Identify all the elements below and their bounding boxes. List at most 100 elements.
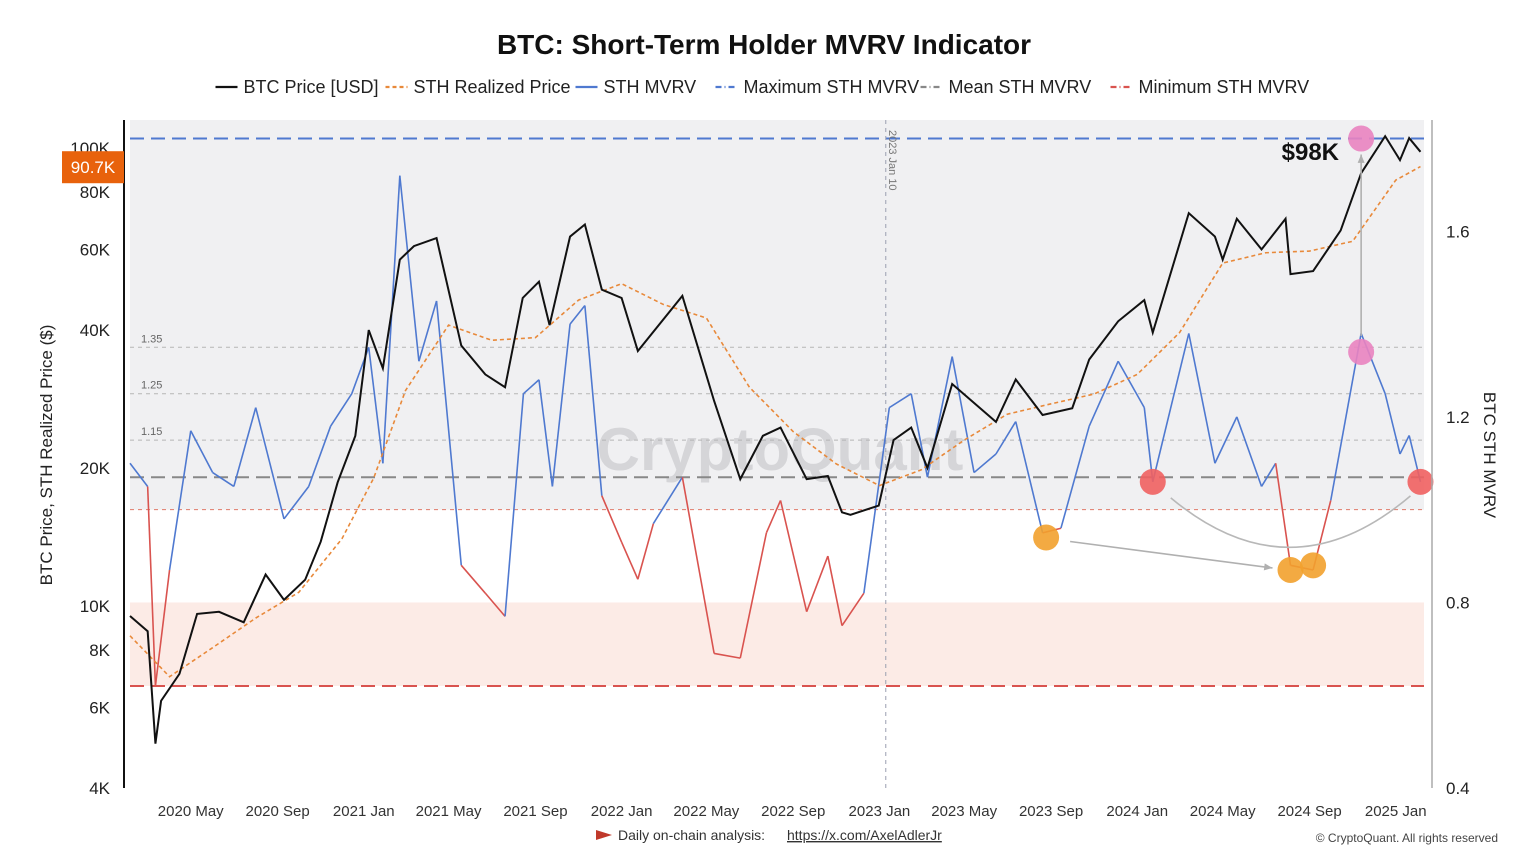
x-tick-label: 2021 Jan — [333, 803, 395, 820]
highlight-marker-2 — [1300, 552, 1327, 579]
sth-mvrv-segment — [973, 453, 997, 474]
x-tick-label: 2024 May — [1190, 803, 1256, 820]
sth-mvrv-segment — [418, 300, 438, 362]
sth-mvrv-segment — [1188, 333, 1216, 464]
sth-mvrv-segment — [584, 305, 603, 496]
x-tick-label: 2024 Sep — [1277, 803, 1341, 820]
sth-mvrv-segment — [1117, 360, 1145, 409]
reference-lines: 1.35 1.25 1.15 2023 Jan 10 — [130, 120, 1424, 788]
sth-mvrv-segment — [1399, 435, 1410, 455]
y-right-tick-label: 0.8 — [1446, 593, 1470, 612]
sth-mvrv-segment — [129, 462, 149, 487]
sth-mvrv-segment — [484, 592, 506, 617]
sth-mvrv-segment — [779, 500, 808, 612]
sth-mvrv-segment — [827, 555, 843, 626]
price-annotation: $98K — [1282, 139, 1340, 166]
x-tick-label: 2021 Sep — [503, 803, 567, 820]
sth-mvrv-segment — [551, 324, 571, 487]
y-left-tick-label: 20K — [80, 459, 111, 478]
y-right-tick-label: 0.4 — [1446, 779, 1470, 798]
sth-mvrv-segment — [652, 476, 684, 525]
axes: 4K6K8K10K20K40K60K80K100K0.40.81.21.6202… — [62, 120, 1470, 820]
sth-mvrv-segment — [620, 541, 639, 580]
legend-item: Maximum STH MVRV — [715, 77, 920, 97]
highlight-marker-6 — [1348, 125, 1375, 152]
reference-line-label: 1.25 — [141, 380, 162, 392]
sth-realized-price-line — [129, 165, 1421, 678]
legend-item: Mean STH MVRV — [920, 77, 1091, 97]
sth-mvrv-segment — [1274, 463, 1292, 566]
y-axis-left-label: BTC Price, STH Realized Price ($) — [37, 325, 56, 586]
btc-price-line — [129, 134, 1422, 744]
y-left-tick-label: 6K — [89, 698, 110, 717]
sth-mvrv-segment — [367, 347, 384, 464]
sth-mvrv-segment — [254, 407, 285, 520]
sth-mvrv-segment — [435, 300, 463, 566]
highlight-marker-1 — [1277, 556, 1304, 583]
sth-mvrv-segment — [1236, 416, 1263, 487]
sth-mvrv-segment — [1151, 333, 1190, 483]
connector-arrow-pink-head — [1357, 154, 1365, 163]
sth-mvrv-segment — [995, 421, 1017, 455]
legend-item: STH Realized Price — [385, 77, 571, 97]
reference-line-label: 1.35 — [141, 333, 162, 345]
sth-mvrv-segment — [329, 393, 353, 427]
sth-mvrv-segment — [538, 379, 554, 487]
copyright-notice: © CryptoQuant. All rights reserved — [1316, 831, 1498, 845]
legend-label: BTC Price [USD] — [244, 77, 379, 97]
watermark: CryptoQuant — [597, 416, 964, 483]
y-right-tick-label: 1.6 — [1446, 222, 1470, 241]
sth-mvrv-segment — [399, 175, 420, 362]
legend-label: STH Realized Price — [414, 77, 571, 97]
sth-mvrv-segment — [522, 379, 540, 395]
sth-mvrv-segment — [805, 555, 829, 613]
legend-label: Minimum STH MVRV — [1139, 77, 1310, 97]
footer-text: Daily on-chain analysis: — [618, 827, 765, 843]
highlight-marker-0 — [1033, 524, 1060, 551]
sth-mvrv-segment — [283, 485, 310, 520]
x-tick-label: 2021 May — [416, 803, 482, 820]
legend-item: STH MVRV — [575, 77, 696, 97]
sth-mvrv-segment — [888, 393, 912, 409]
highlight-marker-5 — [1348, 338, 1375, 365]
sth-mvrv-segment — [154, 569, 171, 687]
connector-arrow-orange — [1070, 540, 1273, 569]
footer-link[interactable]: https://x.com/AxelAdlerJr — [787, 827, 942, 843]
y-left-tick-label: 60K — [80, 240, 111, 259]
sth-mvrv-segment — [951, 356, 975, 473]
zone-band-0 — [130, 120, 1424, 510]
x-tick-label: 2023 Sep — [1019, 803, 1083, 820]
sth-mvrv-segment — [168, 430, 192, 571]
legend-item: Minimum STH MVRV — [1110, 77, 1310, 97]
legend-item: BTC Price [USD] — [215, 77, 379, 97]
y-right-tick-label: 1.2 — [1446, 408, 1470, 427]
x-tick-label: 2025 Jan — [1365, 803, 1427, 820]
sth-mvrv-segment — [212, 471, 235, 488]
flag-icon — [596, 830, 612, 840]
y-left-tick-label: 4K — [89, 779, 110, 798]
sth-mvrv-segment — [863, 407, 891, 594]
sth-mvrv-segment — [1088, 360, 1119, 427]
highlight-marker-4 — [1407, 468, 1434, 495]
sth-mvrv-segment — [681, 477, 715, 654]
sth-mvrv-segment — [765, 500, 782, 534]
sth-mvrv-segment — [569, 305, 586, 325]
chart-title: BTC: Short-Term Holder MVRV Indicator — [497, 29, 1031, 60]
y-left-tick-label: 10K — [80, 597, 111, 616]
sth-mvrv-segment — [601, 495, 623, 543]
x-tick-label: 2020 Sep — [246, 803, 310, 820]
x-tick-label: 2024 Jan — [1106, 803, 1168, 820]
sth-mvrv-segment — [1260, 462, 1277, 487]
sth-mvrv-segment — [713, 652, 741, 659]
sth-mvrv-segment — [1214, 416, 1238, 464]
y-left-tick-label: 8K — [89, 641, 110, 660]
connector-curve-red — [1170, 495, 1411, 549]
y-left-tick-label: 40K — [80, 321, 111, 340]
x-tick-label: 2022 May — [673, 803, 739, 820]
current-price-badge-text: 90.7K — [71, 158, 116, 177]
zone-band-1 — [130, 602, 1424, 686]
vertical-date-marker-label: 2023 Jan 10 — [886, 130, 898, 191]
x-tick-label: 2023 Jan — [849, 803, 911, 820]
legend-label: Maximum STH MVRV — [744, 77, 920, 97]
